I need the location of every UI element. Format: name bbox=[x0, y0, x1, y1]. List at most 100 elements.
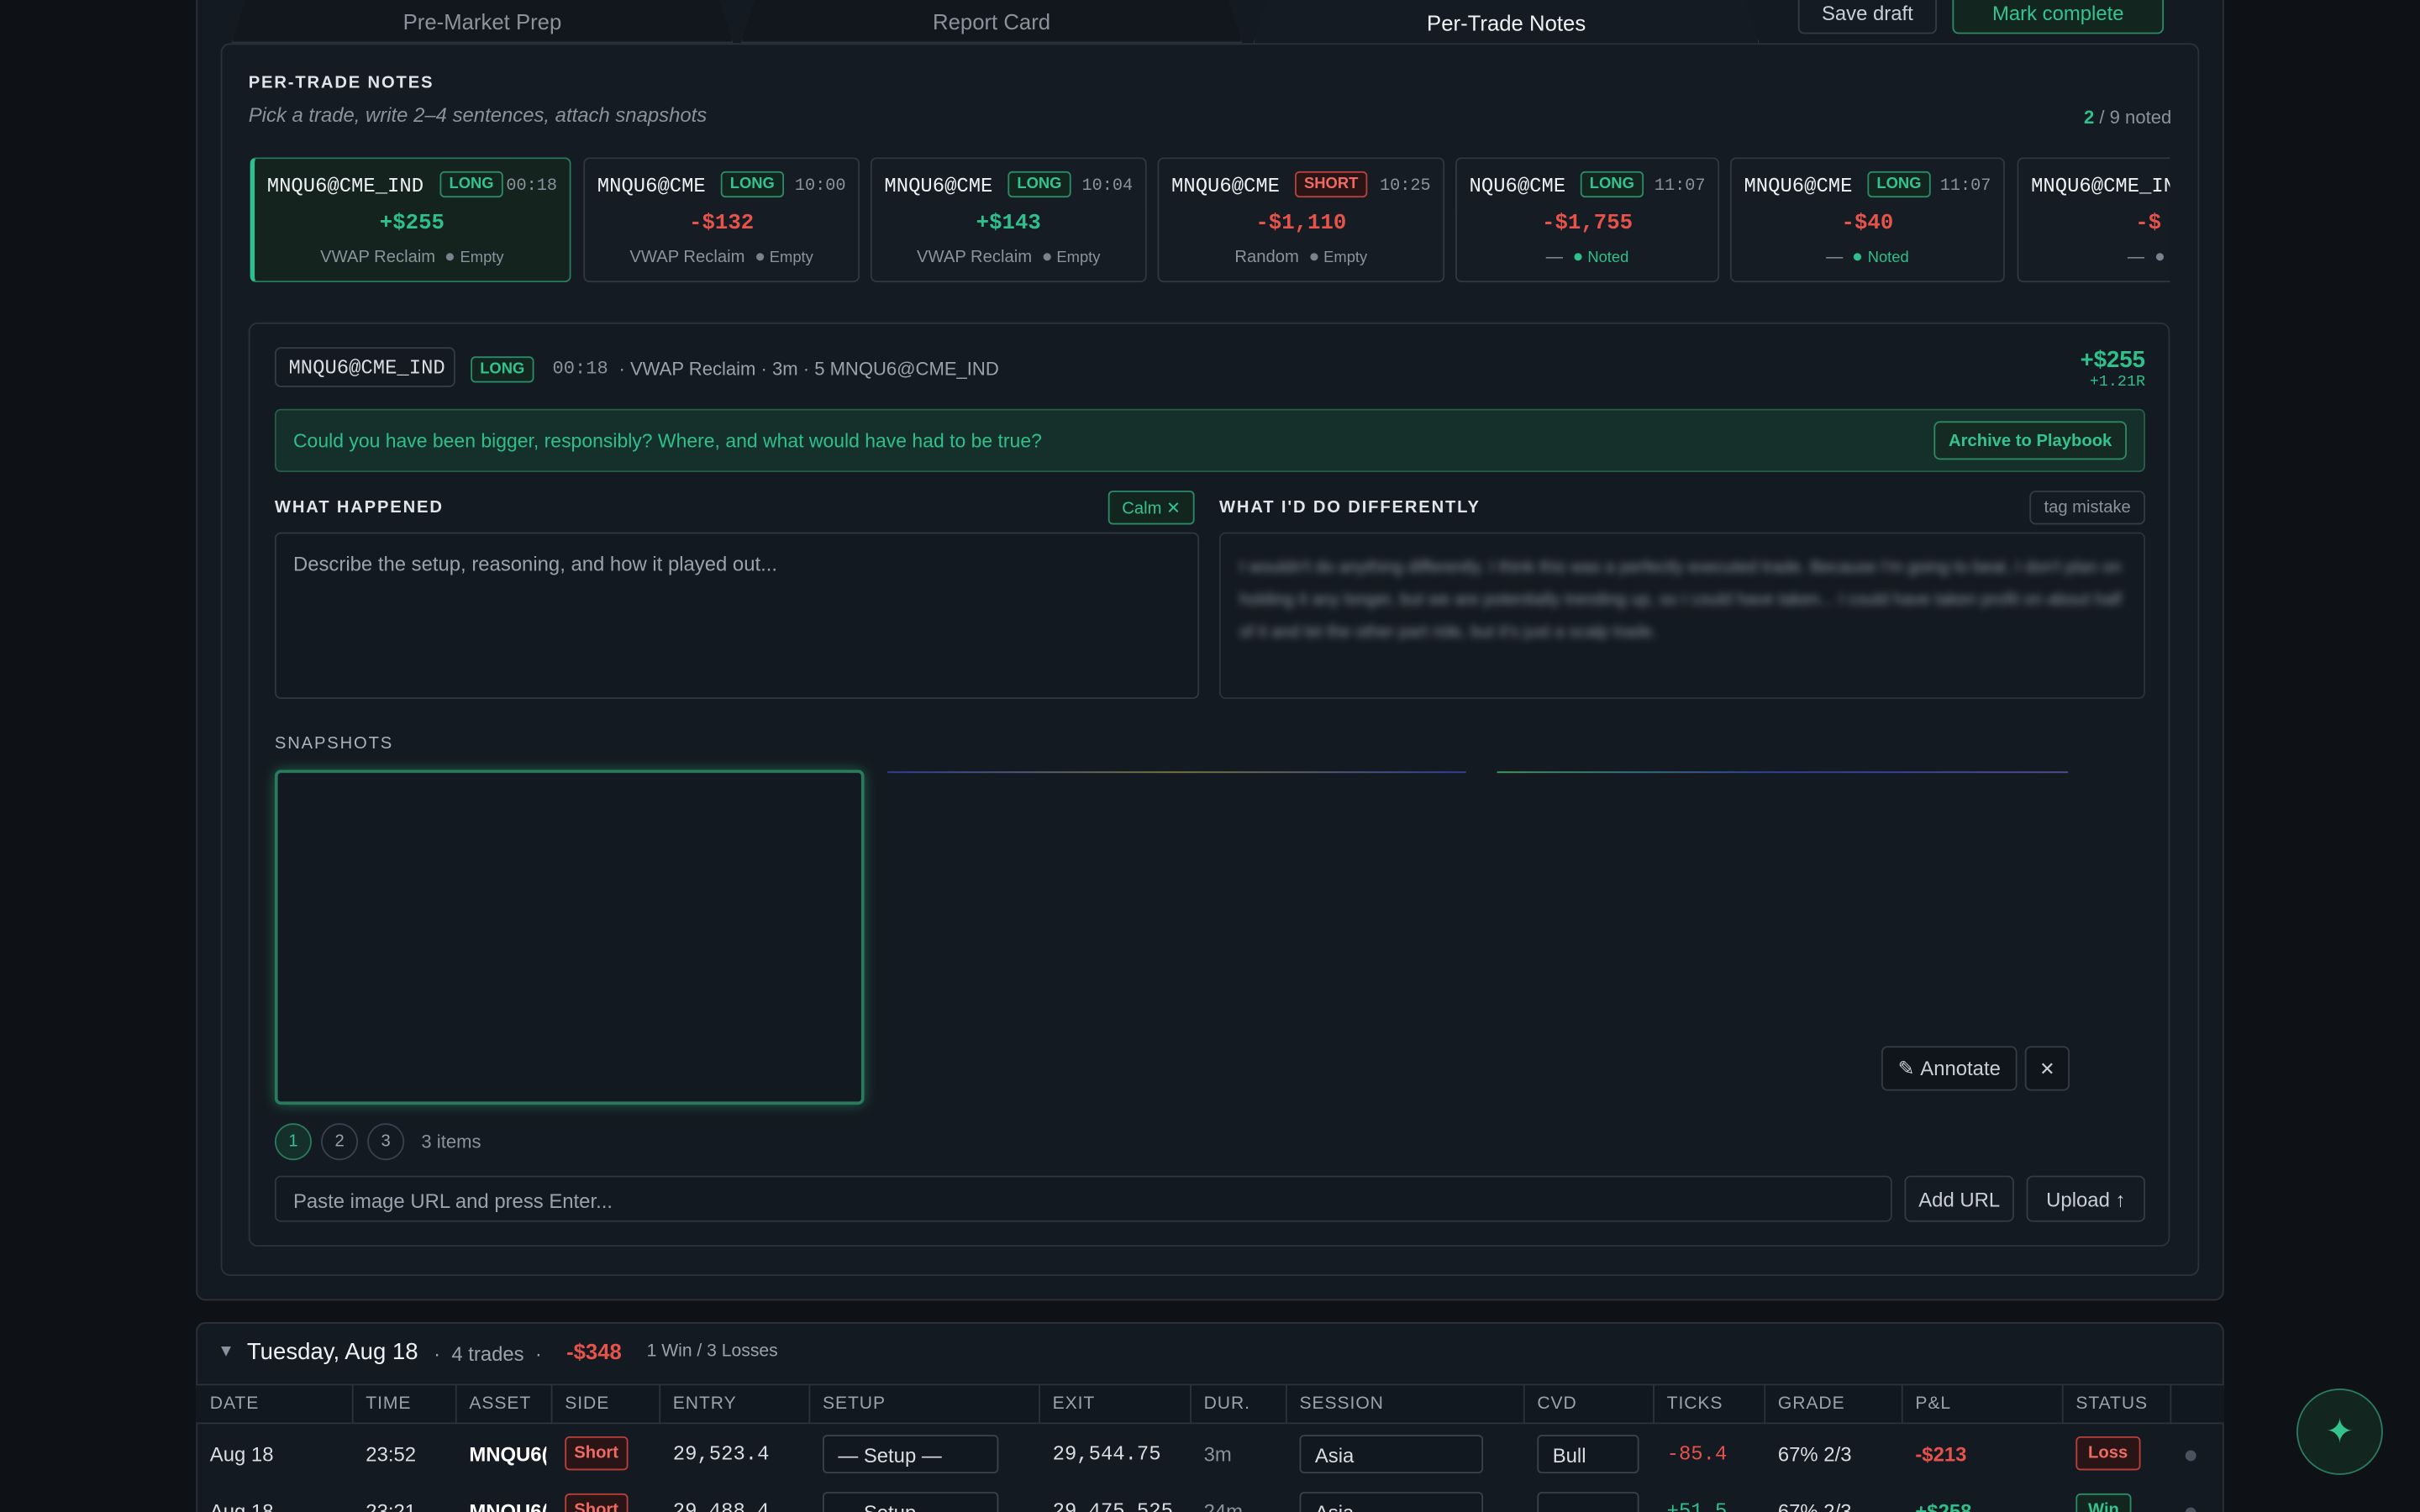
table-cell: Loss bbox=[2075, 1436, 2140, 1471]
page-button[interactable]: 1 bbox=[274, 1123, 313, 1161]
table-cell[interactable]: Asia bbox=[1299, 1492, 1484, 1512]
noted-count: 2 bbox=[2084, 106, 2095, 129]
trade-card[interactable]: NQU6@CME LONG 11:07 -$1,755 — Noted bbox=[1455, 157, 1720, 283]
status-dot bbox=[1854, 253, 1862, 261]
detail-time: 00:18 bbox=[552, 358, 608, 380]
trade-status: Empty bbox=[460, 249, 504, 267]
mark-complete-button[interactable]: Mark complete bbox=[1952, 0, 2165, 34]
save-draft-button[interactable]: Save draft bbox=[1797, 0, 1938, 34]
page-button[interactable]: 3 bbox=[367, 1123, 405, 1161]
column-divider bbox=[1190, 1383, 1192, 1425]
emotion-tag[interactable]: Calm ✕ bbox=[1107, 491, 1195, 525]
trade-setup: — bbox=[1826, 248, 1844, 267]
prompt-text: Could you have been bigger, responsibly?… bbox=[292, 430, 1042, 453]
add-url-button[interactable]: Add URL bbox=[1904, 1175, 2014, 1222]
table-cell: Short bbox=[565, 1493, 629, 1512]
column-divider bbox=[1901, 1383, 1903, 1425]
day-pnl: -$348 bbox=[566, 1339, 622, 1364]
trade-time: 10:00 bbox=[794, 177, 846, 197]
trade-setup: VWAP Reclaim bbox=[917, 248, 1033, 267]
trade-card[interactable]: MNQU6@CME LONG 10:00 -$132 VWAP Reclaim Empty bbox=[583, 157, 860, 283]
column-header: P&L bbox=[1915, 1394, 1952, 1414]
column-header: ASSET bbox=[469, 1394, 532, 1414]
trade-side: LONG bbox=[720, 171, 784, 198]
snapshot-edge bbox=[1497, 771, 2069, 774]
trade-symbol: MNQU6@CME bbox=[1171, 174, 1281, 198]
column-divider bbox=[550, 1383, 553, 1425]
tab[interactable]: Per-Trade Notes bbox=[1253, 0, 1760, 44]
status-dot bbox=[1309, 253, 1318, 261]
table-cell: -85.4 bbox=[1666, 1442, 1728, 1466]
table-cell: 3m bbox=[1203, 1442, 1232, 1466]
remove-snapshot-button[interactable]: ✕ bbox=[2024, 1046, 2070, 1091]
what-happened-input[interactable] bbox=[274, 532, 1200, 700]
assistant-button[interactable]: ✦ bbox=[2296, 1389, 2383, 1475]
trade-time: 10:25 bbox=[1379, 177, 1431, 197]
table-cell: 29,544.75 bbox=[1052, 1442, 1161, 1466]
column-header: TIME bbox=[366, 1394, 412, 1414]
table-cell: -$213 bbox=[1915, 1442, 1967, 1466]
detail-side: LONG bbox=[471, 356, 534, 383]
url-input[interactable]: Paste image URL and press Enter... bbox=[274, 1175, 1892, 1222]
trade-card[interactable]: MNQU6@CME_IND LONG 00:18 +$255 VWAP Reclaim E… bbox=[250, 157, 571, 283]
trade-card[interactable]: MNQU6@CME LONG 10:04 +$143 VWAP Reclaim Empty bbox=[870, 157, 1147, 283]
column-header: CVD bbox=[1537, 1394, 1577, 1414]
status-dot bbox=[446, 253, 455, 261]
row-dot bbox=[2185, 1450, 2196, 1462]
column-divider bbox=[659, 1383, 661, 1425]
table-cell: 24m bbox=[1203, 1499, 1244, 1512]
annotate-button[interactable]: ✎ Annotate bbox=[1881, 1046, 2018, 1091]
section-title: PER-TRADE NOTES bbox=[248, 74, 434, 93]
trade-card[interactable]: MNQU6@CME LONG 11:07 -$40 — Noted bbox=[1729, 157, 2005, 283]
noted-total: / 9 noted bbox=[2099, 106, 2172, 129]
archive-button[interactable]: Archive to Playbook bbox=[1933, 421, 2127, 460]
trade-symbol: MNQU6@CME_IN bbox=[2031, 174, 2170, 198]
table-cell[interactable]: Bull bbox=[1537, 1435, 1639, 1474]
table-cell: Aug 18 bbox=[209, 1442, 274, 1466]
table-cell: 29,523.4 bbox=[672, 1442, 770, 1466]
column-header: TICKS bbox=[1666, 1394, 1723, 1414]
column-divider bbox=[1764, 1383, 1766, 1425]
column-divider bbox=[2061, 1383, 2064, 1425]
trade-symbol: MNQU6@CME bbox=[884, 174, 993, 198]
trade-card[interactable]: MNQU6@CME_IN -$ — bbox=[2017, 157, 2170, 283]
row-dot bbox=[2185, 1507, 2196, 1512]
snapshot-frame[interactable] bbox=[274, 769, 865, 1105]
trade-count: 4 trades bbox=[451, 1341, 524, 1366]
status-dot bbox=[755, 253, 764, 261]
table-cell[interactable]: — Setup — bbox=[822, 1435, 999, 1474]
annotate-text: Annotate bbox=[1920, 1057, 2001, 1080]
trade-symbol: NQU6@CME bbox=[1469, 174, 1566, 198]
table-cell: MNQU6( bbox=[469, 1499, 547, 1512]
trade-card[interactable]: MNQU6@CME SHORT 10:25 -$1,110 Random Empty bbox=[1157, 157, 1445, 283]
trade-time: 00:18 bbox=[506, 177, 558, 197]
table-cell[interactable]: — Setup bbox=[822, 1492, 999, 1512]
differently-text: I wouldn't do anything differently. I th… bbox=[1239, 558, 2123, 643]
table-cell[interactable]: Asia bbox=[1299, 1435, 1484, 1474]
column-divider bbox=[2170, 1383, 2172, 1425]
table-cell: MNQU6( bbox=[469, 1442, 547, 1466]
trade-time: 11:07 bbox=[1654, 177, 1706, 197]
trade-status: Empty bbox=[1056, 249, 1101, 267]
upload-button[interactable]: Upload ↑ bbox=[2026, 1175, 2146, 1222]
trade-pnl: +$255 bbox=[379, 211, 445, 237]
tab[interactable]: Report Card bbox=[740, 0, 1243, 44]
table-cell: 29,475.525 bbox=[1052, 1499, 1173, 1512]
table-cell: +51.5 bbox=[1666, 1499, 1728, 1512]
column-header: DATE bbox=[209, 1394, 260, 1414]
tab[interactable]: Pre-Market Prep bbox=[231, 0, 734, 44]
page-button[interactable]: 2 bbox=[321, 1123, 359, 1161]
detail-meta: · VWAP Reclaim · 3m · 5 MNQU6@CME_IND bbox=[618, 358, 999, 380]
column-divider bbox=[1285, 1383, 1287, 1425]
column-divider bbox=[455, 1383, 457, 1425]
trade-footer: — bbox=[2018, 249, 2170, 267]
trade-side: LONG bbox=[1580, 171, 1644, 198]
tag-mistake-button[interactable]: tag mistake bbox=[2029, 491, 2146, 525]
trade-status: Empty bbox=[1323, 249, 1368, 267]
differently-input[interactable]: I wouldn't do anything differently. I th… bbox=[1218, 532, 2146, 700]
collapse-toggle[interactable]: ▼ bbox=[217, 1341, 234, 1361]
snapshot-edge bbox=[887, 771, 1466, 774]
table-cell[interactable] bbox=[1537, 1492, 1639, 1512]
